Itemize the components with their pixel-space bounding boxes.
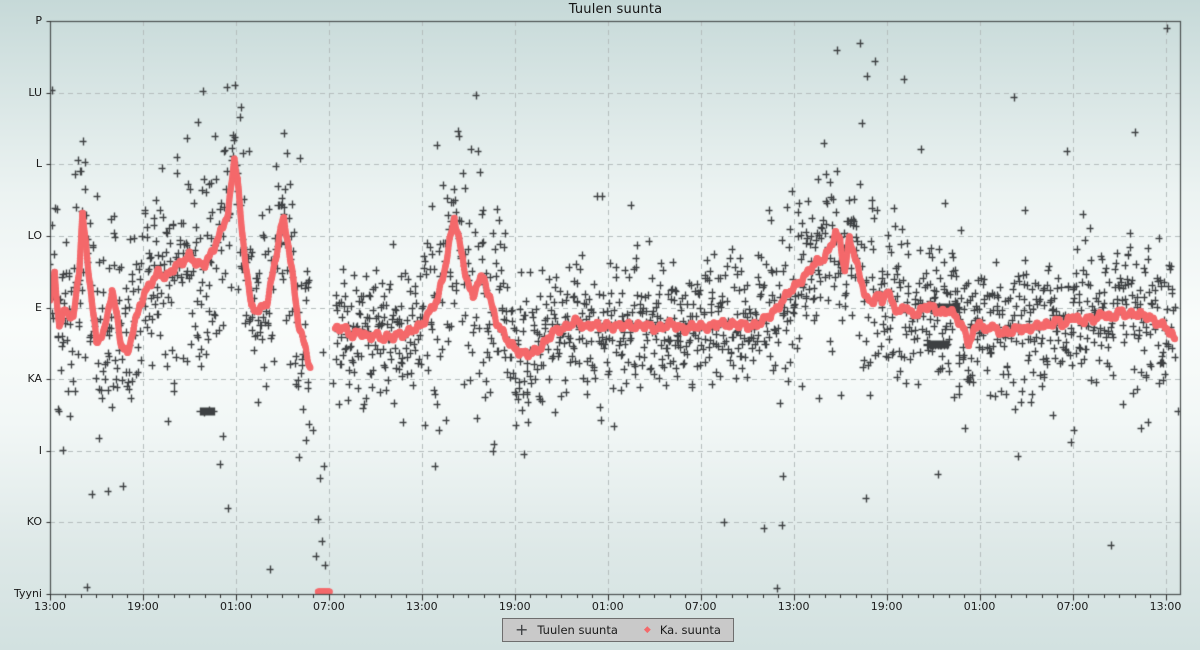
x-tick-label: 07:00 (313, 600, 345, 613)
x-tick-label: 07:00 (1056, 600, 1089, 613)
legend-label-wind-direction: Tuulen suunta (537, 623, 618, 637)
x-tick-label: 01:00 (591, 600, 624, 613)
x-tick-label: 13:00 (34, 600, 66, 613)
y-tick-label-KA: KA (27, 372, 42, 386)
diamond-marker-icon: ◆ (643, 624, 651, 635)
legend-item-avg-direction: ◆ Ka. suunta (644, 623, 721, 637)
y-tick-label-P: P (35, 14, 42, 27)
x-tick-label: 07:00 (684, 600, 717, 613)
y-tick-label-LU: LU (28, 85, 42, 99)
y-tick-label-KO: KO (26, 515, 42, 529)
x-tick-label: 01:00 (220, 600, 252, 613)
y-tick-label-Tyyni: Tyyni (13, 587, 42, 600)
x-tick-label: 19:00 (498, 600, 531, 613)
x-tick-label: 13:00 (405, 600, 438, 613)
x-tick-label: 13:00 (1149, 600, 1182, 613)
y-tick-label-E: E (35, 300, 42, 314)
chart-title: Tuulen suunta (568, 2, 663, 17)
y-tick-label-LO: LO (27, 228, 42, 242)
legend-item-wind-direction: + Tuulen suunta (515, 620, 618, 639)
y-tick-label-I: I (38, 443, 42, 457)
x-tick-label: 13:00 (777, 600, 810, 613)
x-tick-label: 01:00 (963, 600, 996, 613)
x-tick-label: 19:00 (127, 600, 159, 613)
legend: + Tuulen suunta ◆ Ka. suunta (502, 618, 734, 642)
plus-marker-icon: + (515, 620, 529, 639)
y-tick-label-L: L (35, 157, 42, 171)
legend-label-avg-direction: Ka. suunta (659, 623, 721, 637)
x-tick-label: 19:00 (870, 600, 903, 613)
